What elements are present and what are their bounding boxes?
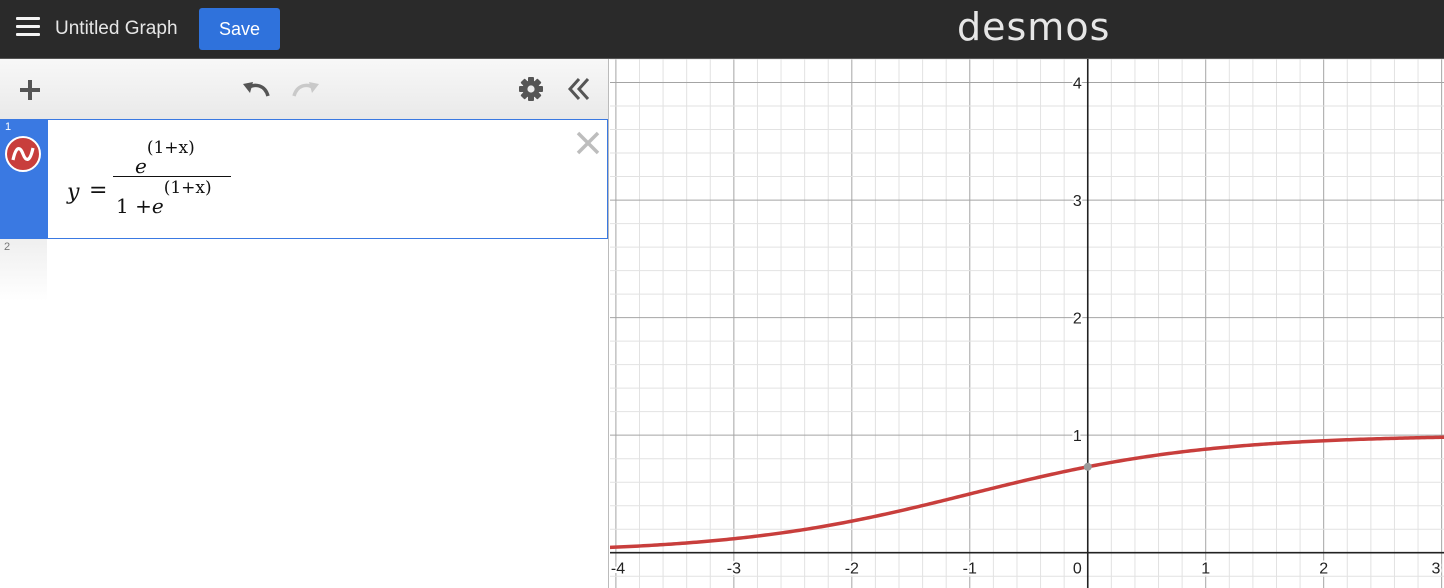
hamburger-menu-icon[interactable]	[16, 15, 40, 39]
x-tick-label: -2	[845, 561, 859, 578]
close-icon[interactable]	[573, 128, 603, 158]
expression-index: 2	[4, 241, 11, 253]
y-intercept-point	[1083, 462, 1092, 471]
numerator-exponent: (1+x)	[146, 138, 195, 158]
x-tick-label-halo: 1	[1201, 561, 1210, 578]
x-tick-label-halo: -4	[611, 561, 625, 578]
formula-lhs: y	[67, 180, 80, 205]
y-tick-label-halo: 3	[1073, 193, 1082, 210]
y-tick-label-halo: 4	[1073, 76, 1082, 93]
y-tick-label-halo: 1	[1073, 428, 1082, 445]
graph-title[interactable]: Untitled Graph	[55, 18, 178, 39]
x-tick-label: -3	[727, 561, 741, 578]
top-bar: Untitled Graph Save desmos	[0, 0, 1444, 59]
save-button[interactable]: Save	[199, 8, 280, 50]
y-tick-label: 4	[1073, 76, 1082, 93]
numerator-base: e	[135, 154, 147, 178]
x-tick-label-halo: 3	[1432, 561, 1441, 578]
x-tick-label-halo: -2	[845, 561, 859, 578]
expression-input[interactable]	[48, 239, 608, 301]
expression-item-1[interactable]: 1 y = e(1+x) 1 + e(1+x)	[0, 119, 608, 239]
curve-color-icon[interactable]	[5, 136, 41, 172]
double-chevron-left-icon[interactable]	[566, 76, 592, 102]
function-curve	[610, 435, 1444, 550]
desmos-logo: desmos	[957, 5, 1111, 49]
x-tick-label-halo: -1	[963, 561, 977, 578]
y-tick-label: 2	[1073, 311, 1082, 328]
x-tick-label-halo: 2	[1319, 561, 1328, 578]
formula-denominator: 1 + e(1+x)	[116, 178, 212, 218]
formula-equals: =	[89, 178, 108, 203]
expression-item-2[interactable]: 2	[0, 239, 608, 301]
expression-toolbar	[0, 59, 608, 119]
y-tick-label-halo: 2	[1073, 311, 1082, 328]
expression-tab-1[interactable]: 1	[1, 120, 48, 238]
denominator-prefix: 1 +	[116, 194, 152, 218]
x-tick-label: 2	[1319, 561, 1328, 578]
origin-label-halo: 0	[1073, 561, 1082, 578]
y-tick-label: 1	[1073, 428, 1082, 445]
plus-icon[interactable]	[17, 77, 43, 103]
formula-numerator: e(1+x)	[135, 138, 195, 178]
origin-label: 0	[1073, 561, 1082, 578]
x-tick-label: -1	[963, 561, 977, 578]
undo-icon[interactable]	[241, 76, 273, 102]
x-tick-label: 3	[1432, 561, 1441, 578]
redo-icon[interactable]	[289, 76, 321, 102]
gear-icon[interactable]	[518, 76, 544, 102]
x-tick-label: -4	[611, 561, 625, 578]
denominator-exponent: (1+x)	[163, 178, 212, 198]
x-tick-label: 1	[1201, 561, 1210, 578]
expression-tab-2: 2	[0, 239, 47, 301]
y-tick-label: 3	[1073, 193, 1082, 210]
expression-panel: 1 y = e(1+x) 1 + e(1+x) 2	[0, 59, 609, 588]
graph-paper[interactable]: -4 -4 -3 -3 -2 -2 -1 -1 1 1 2 2 3 3 1 1 2 2 3 3 4 4 0 0	[610, 59, 1444, 588]
fraction-bar	[113, 176, 231, 177]
x-tick-label-halo: -3	[727, 561, 741, 578]
denominator-base: e	[151, 194, 164, 218]
expression-index: 1	[5, 121, 12, 133]
